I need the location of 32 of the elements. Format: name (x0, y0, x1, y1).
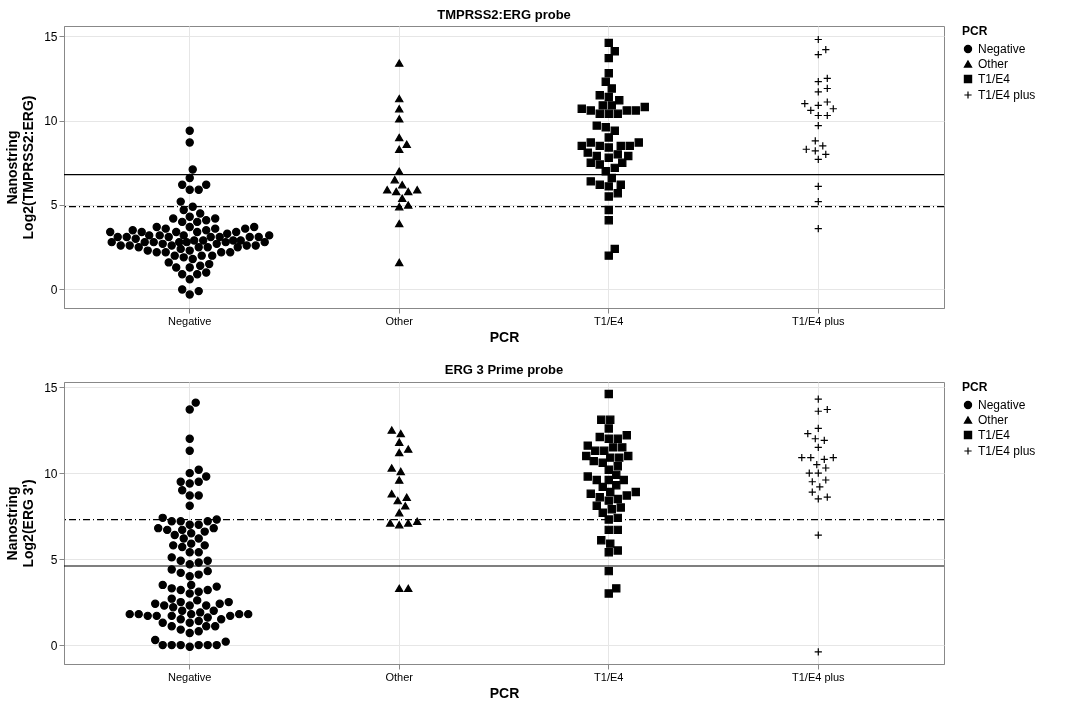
x-axis-title: PCR (489, 328, 520, 345)
y-tick-label: 5 (50, 198, 58, 213)
legend-title: PCR (962, 380, 988, 394)
legend-label: T1/E4 (978, 428, 1011, 442)
y-tick-label: 10 (44, 466, 58, 481)
x-axis-title: PCR (489, 684, 520, 701)
legend-label: Other (978, 413, 1009, 427)
x-tick-label: T1/E4 plus (791, 314, 846, 327)
y-tick-label: 0 (50, 282, 58, 297)
legend-label: T1/E4 (978, 72, 1011, 86)
y-axis-title: Nanostring Log2(TMPRSS2:ERG) (4, 95, 37, 240)
x-tick-label: Other (385, 314, 414, 327)
legend-title: PCR (962, 24, 988, 38)
chart-title: TMPRSS2:ERG probe (437, 7, 571, 22)
y-tick-label: 10 (44, 114, 58, 129)
legend-label: T1/E4 plus (978, 88, 1036, 102)
chart-title: ERG 3 Prime probe (444, 362, 564, 378)
legend-label: T1/E4 plus (978, 444, 1036, 458)
x-tick-label: Other (385, 670, 414, 683)
legend-label: Other (978, 57, 1009, 71)
y-axis-title: Nanostring Log2(ERG 3') (4, 479, 37, 568)
y-tick-label: 15 (44, 29, 58, 44)
x-tick-label: Negative (168, 670, 212, 683)
x-tick-label: T1/E4 (594, 314, 624, 327)
y-tick-label: 15 (44, 380, 58, 395)
legend-label: Negative (978, 42, 1026, 56)
legend-label: Negative (978, 398, 1026, 412)
x-tick-label: Negative (168, 314, 212, 327)
y-tick-label: 0 (50, 638, 58, 653)
x-tick-label: T1/E4 plus (791, 670, 846, 683)
y-tick-label: 5 (50, 552, 58, 567)
x-tick-label: T1/E4 (594, 670, 624, 683)
